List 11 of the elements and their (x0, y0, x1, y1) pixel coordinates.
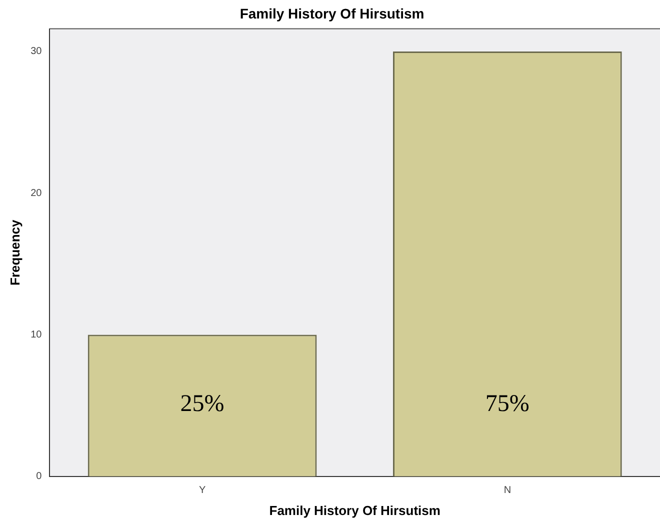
annotation: 75% (485, 391, 530, 418)
y-tick-label: 10 (30, 330, 42, 341)
y-tick-label: 20 (30, 188, 42, 199)
chart-title: Family History Of Hirsutism (240, 5, 424, 22)
x-tick-label: Y (198, 485, 206, 496)
y-tick-label: 30 (30, 46, 42, 58)
y-tick-label: 0 (36, 471, 42, 482)
x-tick-label: N (504, 485, 512, 496)
y-axis-title: Frequency (7, 218, 22, 286)
annotation: 25% (180, 391, 224, 418)
x-axis-title: Family History Of Hirsutism (269, 502, 440, 518)
